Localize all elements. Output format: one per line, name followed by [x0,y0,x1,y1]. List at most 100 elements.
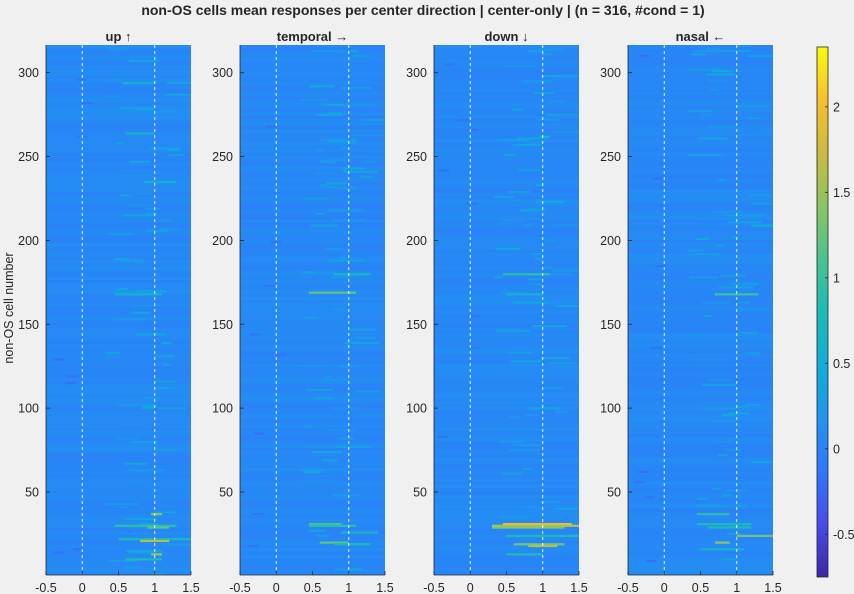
heatmap-row [240,481,385,485]
heatmap-row [240,279,385,284]
heatmap-row [434,541,579,546]
heatmap-row [240,132,385,136]
heatmap-row [46,115,191,120]
heatmap-row [628,507,773,512]
heatmap-row [46,564,191,569]
x-tick-label: -0.5 [229,581,251,594]
heatmap-cell [316,148,324,152]
heatmap-row [628,447,773,452]
heatmap-row [434,430,579,435]
heatmap-row [240,232,385,237]
heatmap-row [240,112,385,116]
heatmap-row [628,199,773,203]
heatmap-cell [153,355,175,358]
heatmap-cell [105,351,120,355]
heatmap-row [628,269,773,274]
heatmap-row [628,142,773,146]
heatmap-row [240,179,385,183]
x-tick-label: 0.5 [498,581,515,594]
heatmap-cell [163,93,191,96]
heatmap-row [628,283,773,287]
heatmap-row [46,390,191,395]
heatmap-row [434,185,579,190]
heatmap-row [46,310,191,314]
heatmap-cell [693,358,727,361]
heatmap-hot-cell [341,167,364,170]
heatmap-cell [134,333,167,336]
heatmap-row [434,460,579,465]
heatmap-row [628,336,773,341]
heatmap-row [46,430,191,435]
heatmap-cell [537,199,573,202]
heatmap-row [46,541,191,546]
heatmap-cell [520,209,546,212]
heatmap-row [240,202,385,207]
heatmap-row [46,521,191,525]
heatmap-row [434,279,579,284]
heatmap-cell [702,301,731,304]
heatmap-cell [686,333,705,336]
heatmap-panel: -0.5 0 0.5 1 1.5 50 100 150 200 250 300 up ↑ [18,29,200,594]
heatmap-cell [107,48,127,51]
panel-title: down ↓ [484,29,528,44]
heatmap-row [46,356,191,361]
heatmap-row [46,464,191,468]
heatmap-cell [738,308,770,311]
heatmap-cell [107,559,117,562]
heatmap-row [628,434,773,438]
heatmap-row [46,212,191,217]
heatmap-row [46,440,191,445]
heatmap-row [240,517,385,522]
heatmap-cell [512,143,543,147]
heatmap-row [434,558,579,562]
heatmap-row [434,434,579,438]
heatmap-cell [327,209,364,212]
heatmap-row [628,105,773,110]
heatmap-row [628,115,773,120]
heatmap-cell [131,440,158,443]
heatmap-cell [546,113,579,116]
heatmap-row [628,226,773,230]
heatmap-row [240,68,385,73]
heatmap-cell [697,497,708,500]
heatmap-row [240,474,385,479]
heatmap-cell [730,236,739,239]
heatmap-row [434,242,579,247]
heatmap-row [628,273,773,277]
heatmap-row [46,373,191,378]
heatmap-row [240,564,385,569]
heatmap-row [46,259,191,264]
heatmap-row [46,199,191,203]
heatmap-row [240,219,385,224]
heatmap-row [46,189,191,193]
heatmap-row [434,568,579,572]
heatmap-cell [360,413,385,417]
heatmap-row [46,112,191,116]
heatmap-row [240,135,385,140]
heatmap-row [434,299,579,304]
heatmap-row [628,75,773,79]
heatmap-row [46,417,191,421]
heatmap-row [240,286,385,291]
heatmap-row [240,377,385,381]
heatmap-row [628,491,773,495]
y-tick-label: 100 [600,402,621,416]
heatmap-row [46,367,191,371]
heatmap-cell [501,472,523,475]
heatmap-row [240,356,385,361]
heatmap-cell [335,445,371,448]
heatmap-row [628,145,773,150]
heatmap-row [46,380,191,385]
heatmap-hot-cell [502,273,550,276]
heatmap-row [434,85,579,89]
heatmap-row [240,229,385,234]
heatmap-row [628,367,773,371]
heatmap-cell [114,258,130,261]
heatmap-cell [750,460,773,464]
heatmap-cell [745,351,760,355]
heatmap-cell [131,311,150,314]
heatmap-cell [266,125,277,128]
heatmap-cell [437,435,449,438]
heatmap-cell [695,504,723,507]
